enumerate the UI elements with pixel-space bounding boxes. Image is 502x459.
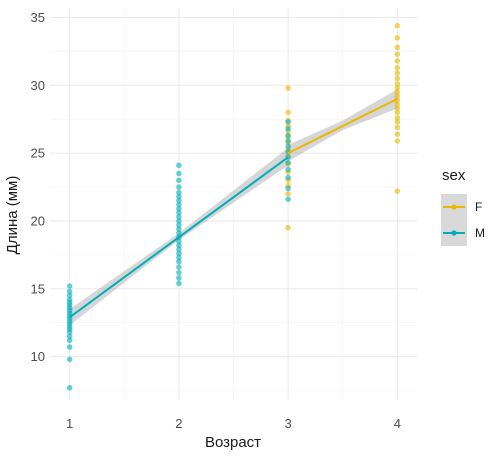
data-point-F — [285, 109, 291, 116]
data-points — [66, 22, 401, 391]
data-point-M — [176, 238, 182, 245]
data-point-F — [394, 58, 401, 64]
data-point-M — [66, 384, 73, 391]
data-point-M — [66, 333, 73, 340]
data-point-F — [394, 75, 401, 82]
data-point-F — [394, 22, 401, 29]
data-point-F — [394, 138, 401, 144]
data-point-F — [285, 224, 291, 231]
data-point-M — [176, 246, 182, 253]
fit-line-F — [287, 97, 398, 155]
data-point-F — [394, 131, 401, 137]
data-point-F — [394, 51, 401, 57]
data-point-M — [176, 201, 182, 208]
data-point-F — [394, 109, 401, 116]
data-point-M — [176, 280, 182, 287]
legend-point-M — [451, 230, 457, 236]
data-point-F — [394, 44, 401, 51]
data-point-M — [176, 177, 182, 184]
data-point-M — [285, 185, 291, 192]
legend-title: sex — [442, 167, 466, 184]
data-point-M — [285, 119, 291, 125]
y-tick-label: 30 — [31, 78, 45, 93]
data-point-M — [285, 174, 291, 181]
data-point-F — [394, 101, 401, 108]
data-point-M — [285, 138, 291, 144]
data-point-F — [285, 191, 291, 197]
data-point-F — [394, 70, 401, 76]
legend-label-F: F — [475, 200, 482, 214]
data-point-M — [66, 292, 73, 299]
data-point-M — [285, 159, 291, 166]
data-point-M — [176, 258, 182, 265]
data-point-M — [66, 296, 73, 303]
y-tick-label: 10 — [31, 349, 45, 364]
y-axis-title: Длина (мм) — [4, 176, 21, 255]
data-point-M — [176, 170, 182, 177]
data-point-F — [285, 85, 291, 91]
data-point-F — [394, 85, 401, 91]
data-point-M — [176, 197, 182, 204]
data-point-M — [176, 230, 182, 236]
data-point-F — [394, 119, 401, 125]
data-point-M — [176, 250, 182, 257]
data-point-F — [394, 81, 401, 87]
data-point-F — [394, 188, 401, 194]
x-tick-label: 3 — [284, 416, 291, 431]
data-point-M — [176, 254, 182, 261]
data-point-F — [394, 64, 401, 71]
y-tick-label: 35 — [31, 10, 45, 25]
x-tick-label: 2 — [175, 416, 182, 431]
x-tick-label: 4 — [394, 416, 401, 431]
data-point-M — [176, 269, 182, 276]
data-point-M — [66, 344, 73, 350]
data-point-M — [176, 184, 182, 190]
data-point-F — [394, 35, 401, 41]
legend-label-M: M — [475, 226, 485, 240]
data-point-M — [176, 242, 182, 249]
data-point-M — [285, 143, 291, 150]
fit-line-M — [69, 156, 289, 319]
data-point-M — [66, 283, 73, 289]
data-point-M — [176, 222, 182, 228]
x-tick-labels: 1 2 3 4 — [66, 416, 401, 431]
data-point-F — [394, 105, 401, 112]
data-point-M — [176, 189, 182, 196]
data-point-M — [66, 288, 73, 295]
x-axis-title: Возраст — [205, 434, 261, 451]
data-point-F — [394, 124, 401, 131]
data-point-F — [394, 93, 401, 99]
y-tick-label: 25 — [31, 146, 45, 161]
data-point-M — [176, 210, 182, 216]
data-point-M — [176, 214, 182, 220]
y-tick-label: 20 — [31, 213, 45, 228]
data-point-M — [176, 193, 182, 200]
data-point-M — [66, 337, 73, 344]
data-point-F — [394, 115, 401, 121]
y-tick-label: 15 — [31, 281, 45, 296]
data-point-M — [285, 125, 291, 132]
data-point-M — [176, 275, 182, 281]
data-point-F — [394, 89, 401, 95]
data-point-M — [285, 166, 291, 173]
legend: sex FM — [441, 167, 485, 246]
grid — [50, 8, 417, 400]
data-point-M — [176, 226, 182, 232]
data-point-M — [176, 264, 182, 270]
x-tick-label: 1 — [66, 416, 73, 431]
y-tick-labels: 10 15 20 25 30 35 — [31, 10, 45, 364]
legend-point-F — [451, 204, 457, 210]
data-point-M — [285, 132, 291, 139]
data-point-M — [176, 205, 182, 212]
fit-lines — [69, 97, 398, 319]
data-point-M — [285, 196, 291, 203]
data-point-M — [176, 162, 182, 169]
data-point-M — [176, 218, 182, 224]
data-point-M — [66, 356, 73, 363]
